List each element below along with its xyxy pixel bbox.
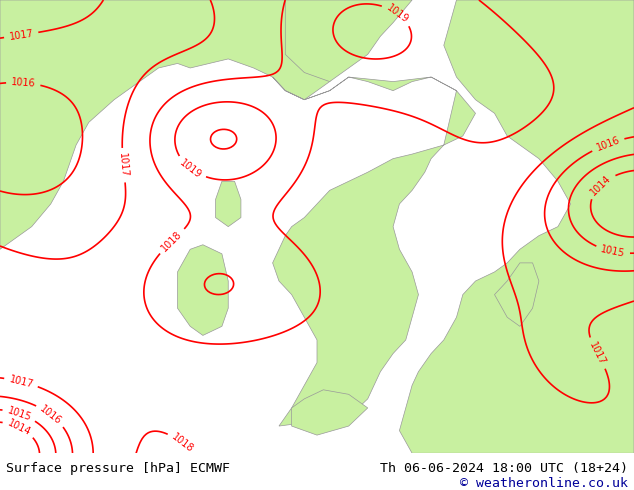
Text: 1014: 1014 bbox=[589, 173, 613, 197]
Polygon shape bbox=[285, 0, 412, 82]
Text: 1016: 1016 bbox=[595, 135, 621, 153]
Text: 1015: 1015 bbox=[600, 244, 626, 259]
Text: 1017: 1017 bbox=[8, 28, 34, 42]
Text: 1014: 1014 bbox=[6, 417, 32, 438]
Polygon shape bbox=[495, 263, 539, 326]
Polygon shape bbox=[273, 77, 476, 426]
Polygon shape bbox=[399, 0, 634, 453]
Text: 1019: 1019 bbox=[384, 2, 410, 25]
Text: 1018: 1018 bbox=[169, 432, 195, 455]
Polygon shape bbox=[216, 181, 241, 226]
Text: 1015: 1015 bbox=[6, 405, 32, 422]
Polygon shape bbox=[0, 0, 393, 249]
Text: Th 06-06-2024 18:00 UTC (18+24): Th 06-06-2024 18:00 UTC (18+24) bbox=[380, 463, 628, 475]
Text: 1017: 1017 bbox=[588, 340, 607, 367]
Text: 1017: 1017 bbox=[8, 374, 34, 390]
Text: 1019: 1019 bbox=[178, 157, 204, 180]
Text: 1018: 1018 bbox=[160, 229, 184, 253]
Text: 1016: 1016 bbox=[11, 77, 36, 89]
Text: 1016: 1016 bbox=[38, 403, 63, 426]
Text: © weatheronline.co.uk: © weatheronline.co.uk bbox=[460, 477, 628, 490]
Polygon shape bbox=[292, 390, 368, 435]
Text: 1017: 1017 bbox=[117, 152, 129, 178]
Polygon shape bbox=[178, 245, 228, 335]
Text: Surface pressure [hPa] ECMWF: Surface pressure [hPa] ECMWF bbox=[6, 463, 230, 475]
